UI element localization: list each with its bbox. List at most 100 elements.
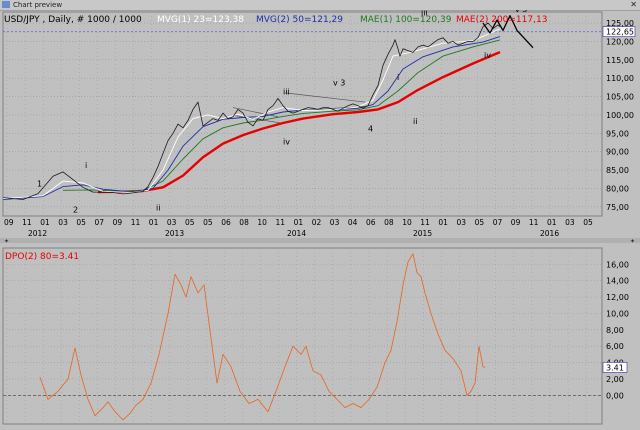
oscillator-y-tick-label: 2,00 — [606, 375, 624, 384]
window-titlebar: Chart preview ✕ — [0, 0, 640, 11]
oscillator-plot-area — [2, 247, 603, 425]
x-month-label: 05 — [475, 218, 485, 227]
pane-splitter-left-icon[interactable]: ✦ — [4, 238, 9, 245]
indicator-legend-label: MVG(1) 23=123,38 — [157, 15, 244, 25]
wave-label: ii — [156, 203, 160, 212]
oscillator-y-tick-label: 0,00 — [606, 391, 624, 400]
price-y-tick-label: 105,00 — [606, 93, 634, 102]
chart-symbol-label: USD/JPY , Daily, # 1000 / 1000 — [4, 15, 142, 25]
x-month-label: 01 — [294, 218, 304, 227]
moving-average-line — [97, 50, 501, 194]
wave-label: i — [397, 73, 399, 82]
price-y-tick-label: 125,00 — [606, 19, 634, 28]
price-y-tick-label: 80,00 — [606, 184, 629, 193]
moving-average-line — [2, 28, 501, 200]
chart-canvas: 75,0080,0085,0090,0095,00100,00105,00110… — [0, 10, 640, 425]
wave-label: i — [85, 161, 87, 170]
dpo-line — [39, 253, 486, 421]
x-year-label: 2012 — [28, 229, 47, 238]
wave-label: 2 — [73, 205, 78, 214]
dpo-current-value-box — [602, 362, 628, 373]
price-y-tick-label: 90,00 — [606, 148, 629, 157]
x-month-label: 03 — [167, 218, 177, 227]
x-month-label: 01 — [547, 218, 557, 227]
wave-label: v 5 — [515, 10, 527, 14]
price-y-tick-label: 95,00 — [606, 129, 629, 138]
x-month-label: 11 — [131, 218, 141, 227]
x-month-label: 03 — [58, 218, 68, 227]
x-month-label: 11 — [529, 218, 539, 227]
x-year-label: 2015 — [413, 229, 432, 238]
trendline — [284, 92, 366, 103]
current-price-box — [602, 26, 636, 37]
oscillator-y-tick-label: 12,00 — [606, 293, 629, 302]
x-month-label: 05 — [583, 218, 593, 227]
price-y-tick-label: 120,00 — [606, 37, 634, 46]
x-month-label: 07 — [493, 218, 503, 227]
indicator-legend-label: MAE(2) 200=117,13 — [456, 15, 547, 25]
x-month-label: 08 — [239, 218, 249, 227]
price-y-tick-label: 85,00 — [606, 166, 629, 175]
wave-label: iv — [283, 137, 290, 146]
oscillator-y-tick-label: 10,00 — [606, 309, 629, 318]
wave-label: v 3 — [333, 79, 345, 88]
x-year-label: 2014 — [287, 229, 306, 238]
trendline — [232, 107, 279, 118]
x-month-label: 07 — [95, 218, 105, 227]
wave-label: 1 — [37, 180, 42, 189]
pane-splitter-right-icon[interactable]: ✦ — [630, 238, 635, 245]
price-y-tick-label: 110,00 — [606, 74, 634, 83]
forecast-path — [482, 15, 534, 49]
oscillator-y-tick-label: 16,00 — [606, 260, 629, 269]
x-month-label: 09 — [4, 218, 14, 227]
moving-average-line — [2, 36, 501, 200]
x-month-label: 02 — [312, 218, 322, 227]
x-month-label: 09 — [511, 218, 521, 227]
x-month-label: 06 — [221, 218, 231, 227]
x-month-label: 10 — [402, 218, 412, 227]
price-y-tick-label: 75,00 — [606, 203, 629, 212]
x-month-label: 11 — [22, 218, 32, 227]
wave-label: 4 — [368, 124, 373, 133]
wave-label: ii — [413, 117, 417, 126]
close-icon[interactable]: ✕ — [630, 0, 637, 9]
x-month-label: 03 — [330, 218, 340, 227]
x-year-label: 2013 — [165, 229, 184, 238]
current-price-label: 122,65 — [606, 28, 634, 37]
pane-separator[interactable] — [0, 238, 640, 243]
wave-label: iii — [421, 10, 428, 18]
x-month-label: 11 — [276, 218, 286, 227]
dpo-current-value-label: 3.41 — [606, 363, 624, 372]
x-month-label: 05 — [203, 218, 213, 227]
price-y-tick-label: 100,00 — [606, 111, 634, 120]
x-month-label: 01 — [40, 218, 50, 227]
oscillator-y-tick-label: 8,00 — [606, 326, 624, 335]
moving-average-line — [62, 39, 501, 192]
x-month-label: 01 — [438, 218, 448, 227]
oscillator-y-tick-label: 14,00 — [606, 277, 629, 286]
price-y-tick-label: 115,00 — [606, 56, 634, 65]
oscillator-title: DPO(2) 80=3.41 — [5, 252, 79, 262]
x-month-label: 03 — [565, 218, 575, 227]
x-month-label: 08 — [384, 218, 394, 227]
x-year-label: 2016 — [540, 229, 559, 238]
wave-label: iii — [283, 88, 290, 97]
price-line — [2, 22, 501, 200]
trendline — [234, 115, 282, 124]
oscillator-y-tick-label: 6,00 — [606, 342, 624, 351]
indicator-legend-label: MAE(1) 100=120,39 — [360, 15, 452, 25]
window-icon — [2, 1, 10, 8]
price-plot-area — [2, 11, 603, 217]
x-month-label: 03 — [457, 218, 467, 227]
window-title: Chart preview — [13, 1, 63, 9]
x-month-label: 04 — [348, 218, 358, 227]
wave-label: iv — [484, 51, 491, 60]
x-month-label: 10 — [257, 218, 267, 227]
x-month-label: 09 — [113, 218, 123, 227]
x-month-label: 11 — [420, 218, 430, 227]
x-month-label: 06 — [366, 218, 376, 227]
x-month-label: 01 — [149, 218, 159, 227]
indicator-legend-label: MVG(2) 50=121,29 — [256, 15, 343, 25]
x-month-label: 05 — [185, 218, 195, 227]
